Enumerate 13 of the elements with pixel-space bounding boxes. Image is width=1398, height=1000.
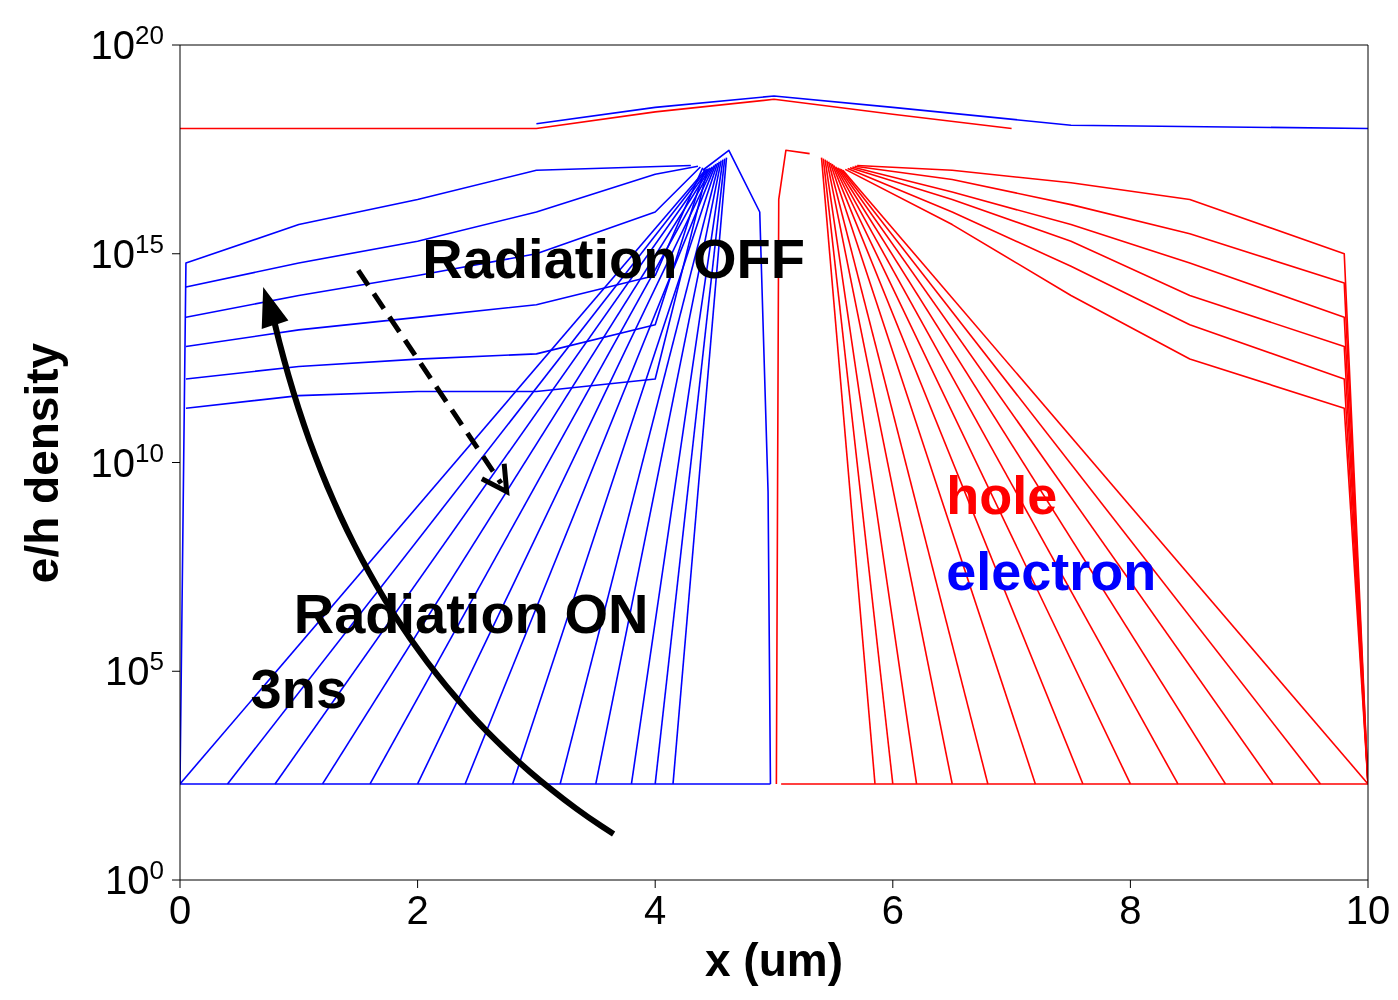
y-tick-label: 10$^{5}$ xyxy=(105,646,164,694)
x-tick-label: 6 xyxy=(881,888,904,932)
x-tick-label: 0 xyxy=(168,888,192,932)
y-tick-label: 10$^{20}$ xyxy=(90,20,164,67)
y-axis-title: e/h density xyxy=(15,342,69,583)
y-tick-label: 10$^{0}$ xyxy=(105,855,164,902)
y-tick-label: 10$^{15}$ xyxy=(90,228,164,276)
x-axis-title: x (um) xyxy=(705,933,843,987)
y-tick-label: 10$^{10}$ xyxy=(90,437,164,485)
x-tick-label: 10 xyxy=(1345,888,1391,932)
x-tick-label: 4 xyxy=(644,888,667,932)
x-tick-label: 2 xyxy=(406,888,429,932)
x-tick-label: 8 xyxy=(1119,888,1142,932)
